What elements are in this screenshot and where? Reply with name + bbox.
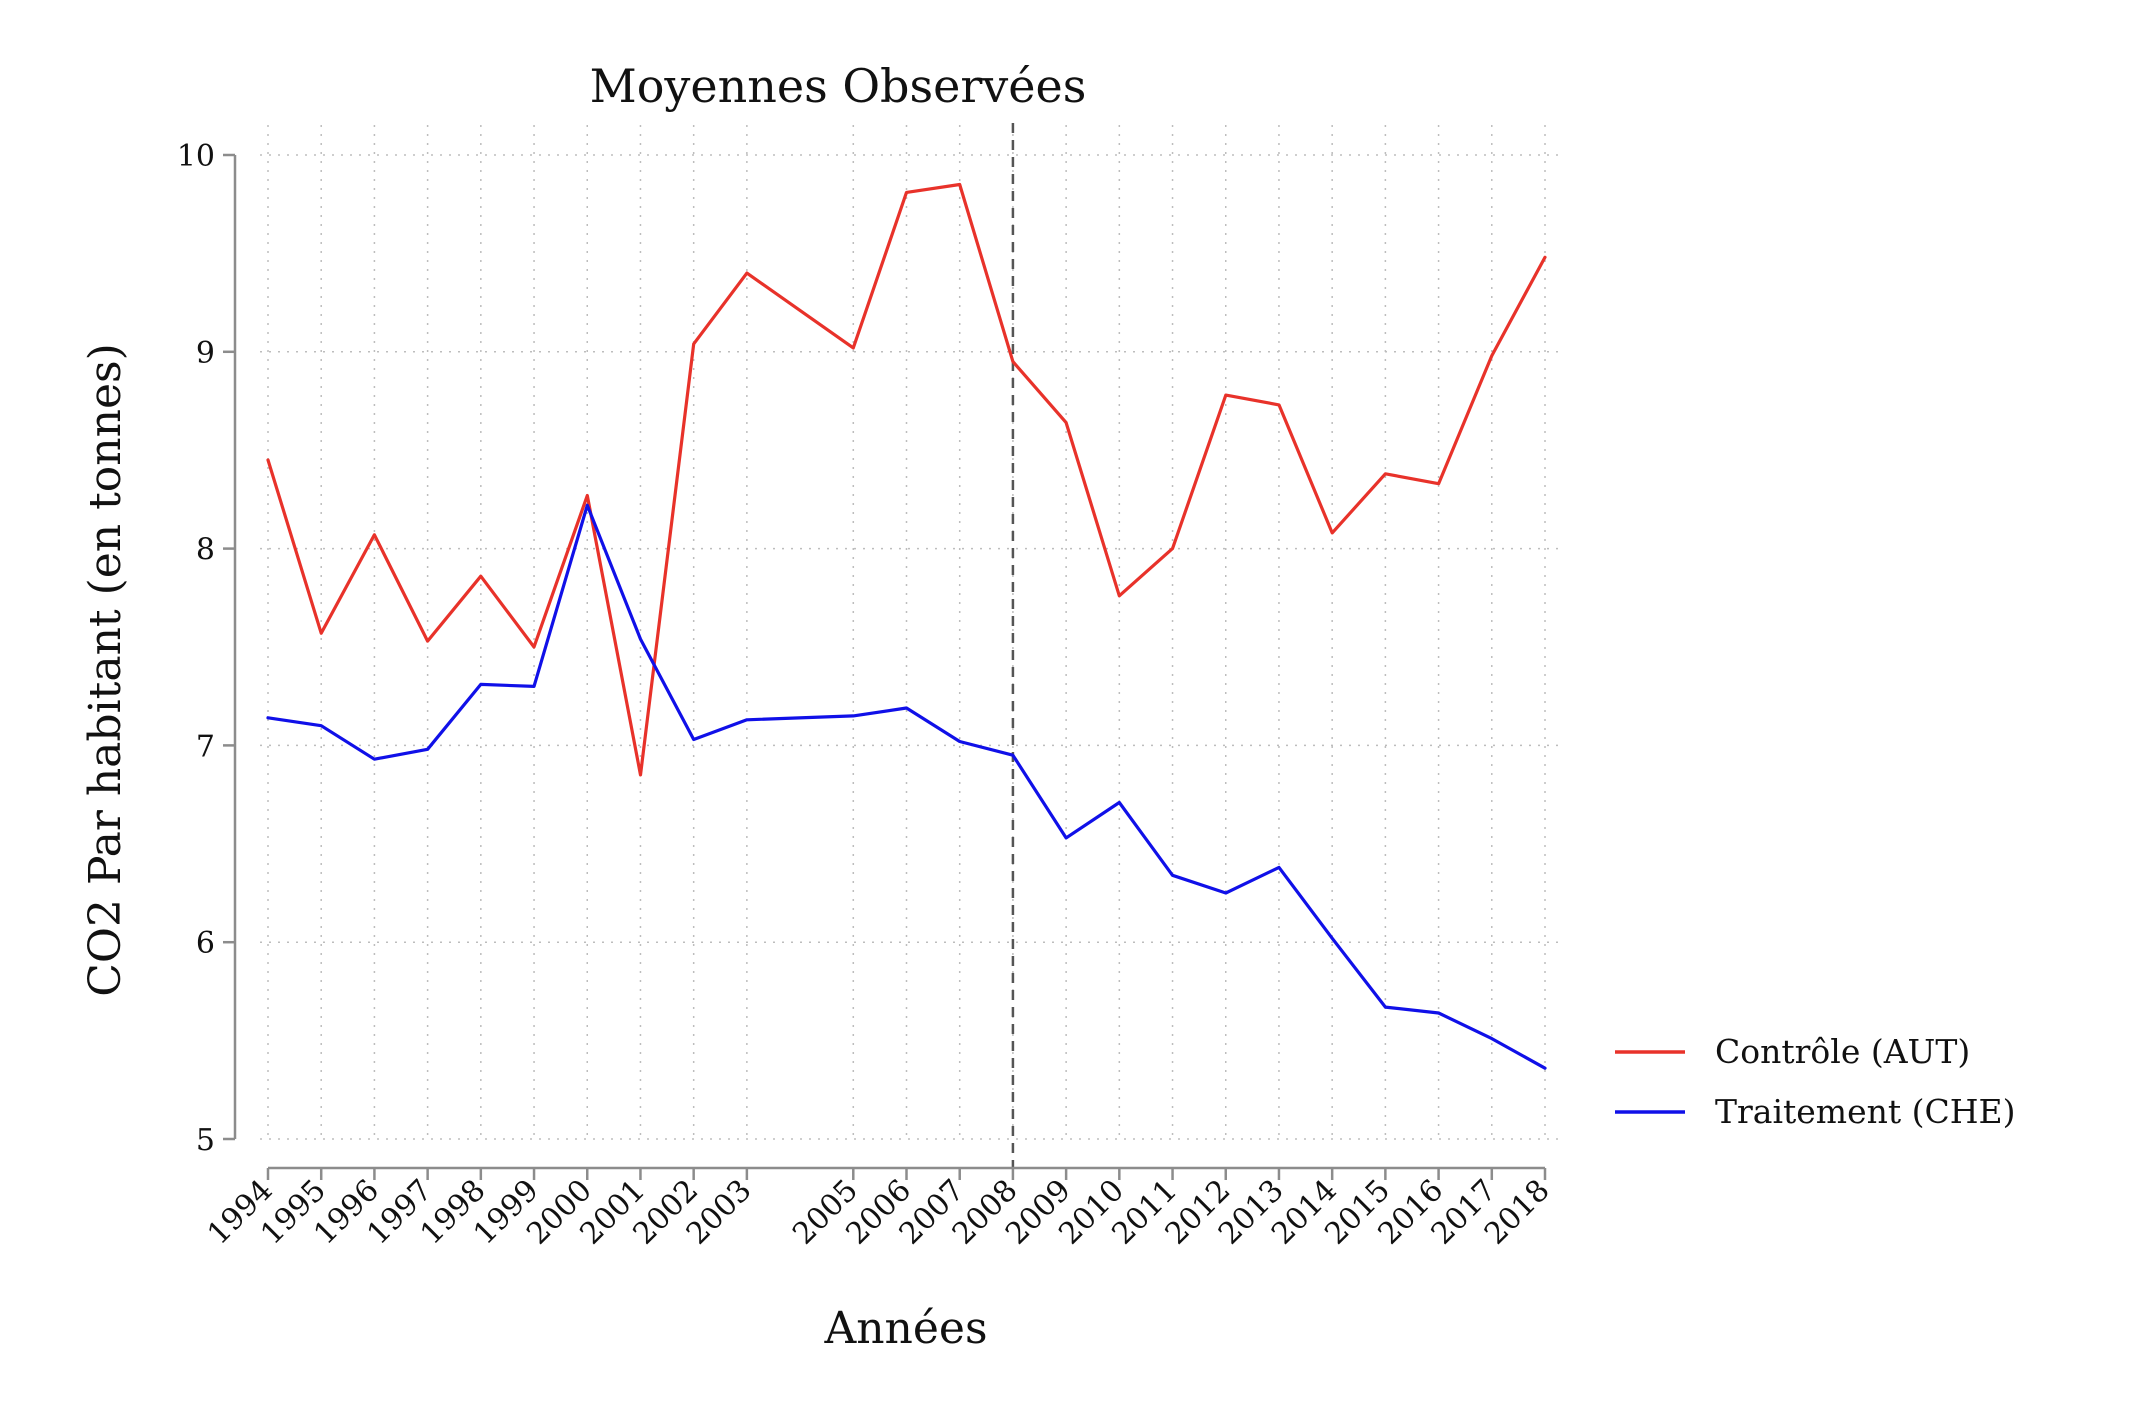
series-line-1 xyxy=(266,503,1547,1070)
legend-label: Traitement (CHE) xyxy=(1715,1092,2016,1131)
legend: Contrôle (AUT) Traitement (CHE) xyxy=(1615,1032,2016,1131)
y-tick-label: 5 xyxy=(196,1123,215,1158)
y-tick-label: 8 xyxy=(196,533,215,568)
x-axis-label: Années xyxy=(823,1303,987,1354)
chart-title: Moyennes Observées xyxy=(590,59,1087,113)
y-tick-label: 7 xyxy=(196,729,215,764)
y-tick-label: 9 xyxy=(196,336,215,371)
series-group xyxy=(266,182,1547,1070)
y-tick-label: 6 xyxy=(196,926,215,961)
y-tick-label: 10 xyxy=(177,139,215,174)
legend-label: Contrôle (AUT) xyxy=(1715,1032,1970,1071)
grid xyxy=(260,125,1565,1140)
series-line-0 xyxy=(266,182,1547,777)
y-axis-label: CO2 Par habitant (en tonnes) xyxy=(80,343,131,997)
